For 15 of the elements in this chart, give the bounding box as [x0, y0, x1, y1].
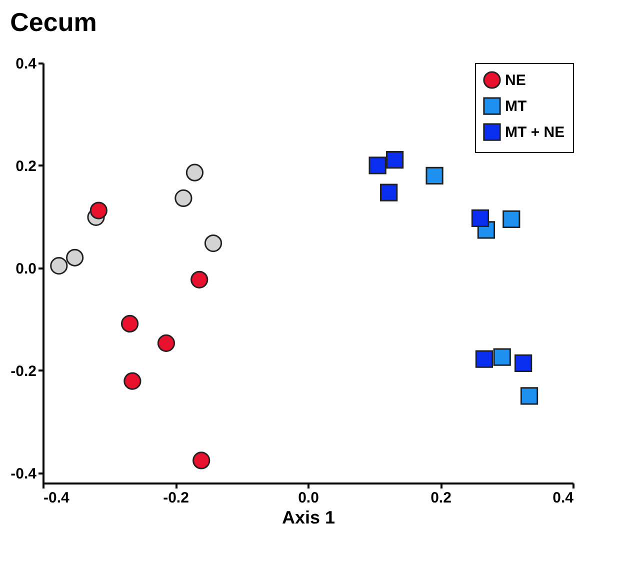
y-tick-label: 0.0	[16, 260, 36, 278]
y-tick-label: 0.4	[16, 56, 38, 72]
x-tick-label: -0.4	[44, 490, 70, 506]
chart-title: Cecum	[10, 7, 97, 37]
legend-label: MT	[505, 98, 527, 115]
x-axis-title: Axis 1	[282, 508, 336, 528]
y-tick-label: -0.4	[10, 465, 38, 482]
legend-label: MT + NE	[505, 124, 565, 141]
y-tick-label: -0.2	[10, 362, 36, 380]
x-tick-label: 0.0	[298, 490, 319, 506]
x-tick-label: 0.4	[552, 490, 574, 506]
x-tick-label: 0.2	[430, 490, 452, 506]
y-tick-label: 0.2	[16, 158, 36, 175]
x-tick-label: -0.2	[163, 490, 189, 506]
legend-label: NE	[505, 72, 526, 89]
